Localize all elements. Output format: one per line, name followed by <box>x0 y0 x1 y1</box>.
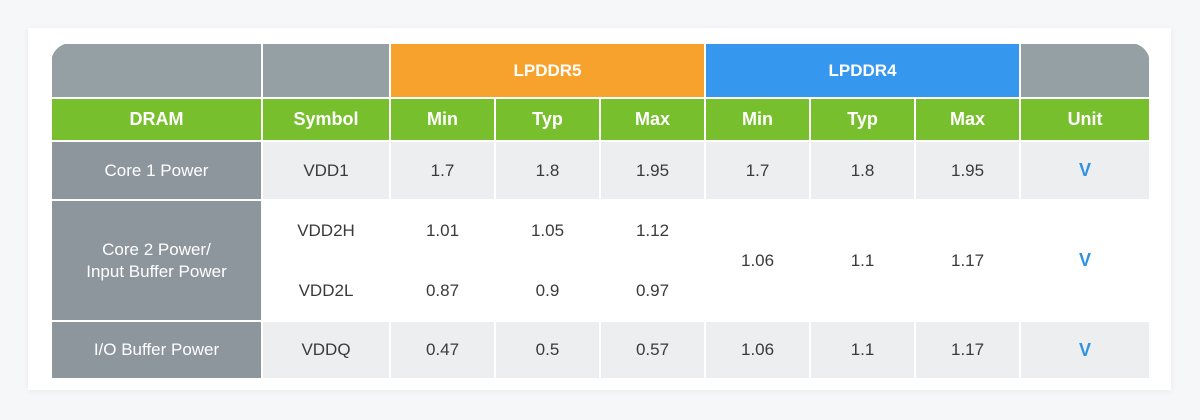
column-header-dram: DRAM <box>50 97 263 142</box>
value-cell: 1.06 <box>704 320 812 380</box>
value-cell: 0.87 <box>389 260 496 322</box>
value-cell: 1.1 <box>809 320 917 380</box>
group-header-blank <box>261 42 391 99</box>
symbol-cell: VDD1 <box>261 140 391 201</box>
unit-cell: V <box>1019 140 1152 201</box>
row-label: Core 1 Power <box>50 140 263 201</box>
group-header-blank <box>50 42 263 99</box>
column-header-lpddr4-max: Max <box>914 97 1022 142</box>
unit-cell: V <box>1019 199 1152 322</box>
symbol-cell: VDD2H <box>261 199 391 262</box>
column-header-unit: Unit <box>1019 97 1152 142</box>
column-header-row: DRAM Symbol Min Typ Max Min Typ Max Unit <box>50 97 1152 142</box>
column-header-symbol: Symbol <box>261 97 391 142</box>
unit-cell: V <box>1019 320 1152 380</box>
group-header-row: LPDDR5 LPDDR4 <box>50 42 1152 99</box>
value-cell: 1.05 <box>494 199 601 262</box>
group-header-lpddr4: LPDDR4 <box>704 42 1022 99</box>
value-cell: 1.8 <box>809 140 917 201</box>
row-label-line: Core 2 Power/ <box>102 239 211 259</box>
table-row: I/O Buffer Power VDDQ 0.47 0.5 0.57 1.06… <box>50 320 1152 380</box>
value-cell: 1.95 <box>598 140 707 201</box>
value-cell: 0.47 <box>389 320 496 380</box>
value-cell: 1.01 <box>389 199 496 262</box>
row-label-line: Input Buffer Power <box>86 261 227 281</box>
value-cell: 1.7 <box>704 140 812 201</box>
column-header-lpddr4-min: Min <box>704 97 812 142</box>
value-cell: 1.1 <box>809 199 917 322</box>
symbol-cell: VDD2L <box>261 260 391 322</box>
value-cell: 1.7 <box>389 140 496 201</box>
value-cell: 0.5 <box>494 320 601 380</box>
value-cell: 1.17 <box>914 199 1022 322</box>
column-header-lpddr5-max: Max <box>598 97 707 142</box>
column-header-lpddr4-typ: Typ <box>809 97 917 142</box>
value-cell: 0.57 <box>598 320 707 380</box>
dram-voltage-table: LPDDR5 LPDDR4 DRAM Symbol Min Typ Max Mi… <box>50 42 1152 380</box>
symbol-cell: VDDQ <box>261 320 391 380</box>
row-label: Core 2 Power/ Input Buffer Power <box>50 199 263 322</box>
value-cell: 1.12 <box>598 199 707 262</box>
group-header-blank <box>1019 42 1152 99</box>
value-cell: 1.06 <box>704 199 812 322</box>
value-cell: 1.17 <box>914 320 1022 380</box>
group-header-lpddr5: LPDDR5 <box>388 42 707 99</box>
value-cell: 1.95 <box>914 140 1022 201</box>
value-cell: 0.97 <box>598 260 707 322</box>
table-row: Core 2 Power/ Input Buffer Power VDD2H 1… <box>50 199 1152 322</box>
table-row: Core 1 Power VDD1 1.7 1.8 1.95 1.7 1.8 1… <box>50 140 1152 201</box>
column-header-lpddr5-min: Min <box>389 97 496 142</box>
value-cell: 1.8 <box>494 140 601 201</box>
table-row: VDD2L 0.87 0.9 0.97 <box>51 260 1150 322</box>
value-cell: 0.9 <box>494 260 601 322</box>
column-header-lpddr5-typ: Typ <box>494 97 601 142</box>
spec-card: LPDDR5 LPDDR4 DRAM Symbol Min Typ Max Mi… <box>28 28 1171 390</box>
row-label: I/O Buffer Power <box>50 320 263 380</box>
